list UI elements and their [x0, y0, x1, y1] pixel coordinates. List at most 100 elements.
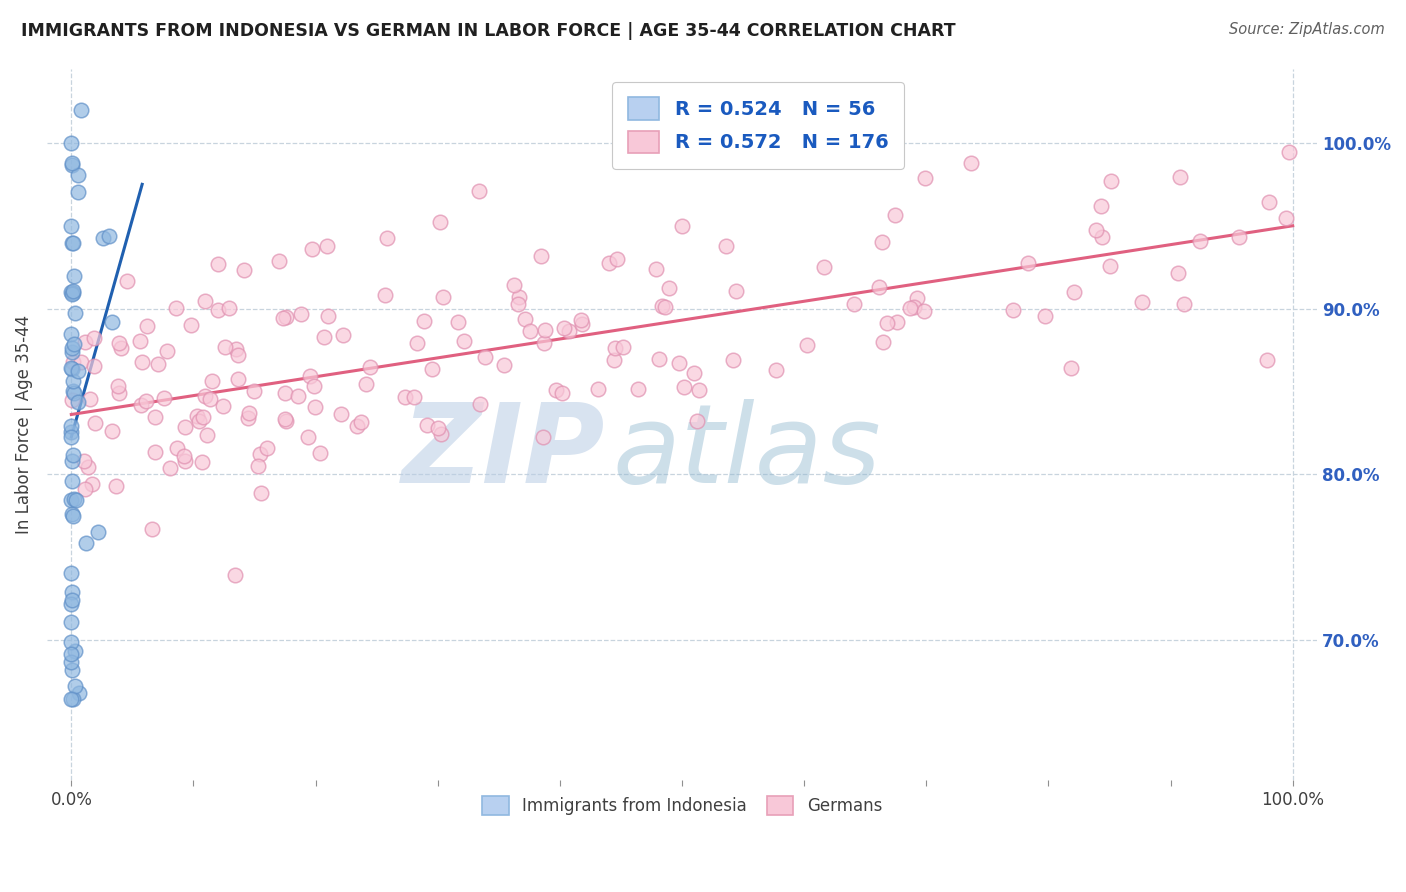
Point: [190, 455, 212, 469]
Point: [60, 647, 83, 661]
Point: [332, 328, 354, 343]
Point: [60, 585, 83, 599]
Point: [63, 386, 86, 401]
Point: [256, 441, 278, 455]
Point: [60, 615, 83, 629]
Point: [302, 378, 325, 392]
Point: [65, 306, 87, 320]
Point: [60, 425, 83, 440]
Point: [191, 410, 214, 425]
Point: [914, 170, 936, 185]
Point: [586, 382, 609, 396]
Point: [65, 492, 87, 507]
Point: [69, 103, 91, 117]
Point: [394, 390, 416, 404]
Point: [180, 318, 202, 332]
Point: [60, 566, 83, 581]
Point: [146, 358, 169, 372]
Point: [1188, 234, 1211, 248]
Point: [648, 351, 671, 366]
Point: [1060, 361, 1083, 376]
Point: [905, 291, 928, 305]
Point: [75, 536, 97, 550]
Point: [309, 446, 332, 460]
Point: [415, 418, 437, 433]
Point: [531, 429, 554, 443]
Point: [141, 522, 163, 536]
Point: [571, 318, 593, 332]
Point: [60, 430, 83, 444]
Point: [870, 235, 893, 250]
Point: [267, 254, 290, 268]
Point: [671, 219, 693, 234]
Point: [297, 430, 319, 444]
Point: [868, 280, 890, 294]
Point: [63, 644, 86, 658]
Point: [60, 361, 83, 376]
Point: [315, 239, 337, 253]
Point: [544, 383, 567, 397]
Point: [1033, 309, 1056, 323]
Point: [651, 299, 673, 313]
Point: [405, 336, 427, 351]
Point: [301, 242, 323, 256]
Point: [287, 389, 309, 403]
Point: [658, 280, 681, 294]
Point: [842, 297, 865, 311]
Point: [91, 231, 114, 245]
Point: [714, 239, 737, 253]
Point: [83, 417, 105, 431]
Point: [212, 399, 235, 413]
Point: [427, 420, 450, 434]
Legend: Immigrants from Indonesia, Germans: Immigrants from Indonesia, Germans: [472, 786, 891, 825]
Point: [156, 343, 179, 358]
Point: [117, 274, 139, 288]
Point: [558, 324, 581, 338]
Point: [198, 392, 221, 407]
Point: [62, 355, 84, 369]
Text: Source: ZipAtlas.com: Source: ZipAtlas.com: [1229, 22, 1385, 37]
Point: [432, 290, 454, 304]
Point: [1274, 211, 1296, 226]
Point: [66, 185, 89, 199]
Point: [75, 335, 97, 350]
Point: [226, 348, 249, 362]
Point: [468, 397, 491, 411]
Point: [187, 414, 209, 428]
Point: [508, 290, 530, 304]
Point: [612, 341, 634, 355]
Point: [60, 235, 83, 250]
Point: [60, 327, 83, 342]
Point: [225, 343, 247, 357]
Point: [276, 414, 298, 428]
Point: [73, 454, 96, 468]
Point: [354, 376, 377, 391]
Point: [101, 425, 124, 439]
Point: [60, 655, 83, 669]
Point: [605, 341, 627, 355]
Point: [430, 427, 453, 442]
Text: atlas: atlas: [612, 400, 880, 507]
Point: [474, 350, 496, 364]
Point: [884, 208, 907, 222]
Point: [226, 372, 249, 386]
Point: [249, 485, 271, 500]
Point: [1063, 285, 1085, 299]
Point: [233, 263, 256, 277]
Point: [62, 284, 84, 298]
Point: [627, 383, 650, 397]
Point: [87, 524, 110, 539]
Point: [197, 428, 219, 442]
Point: [359, 359, 381, 374]
Point: [134, 394, 156, 409]
Point: [63, 336, 86, 351]
Point: [274, 310, 297, 324]
Point: [98, 228, 121, 243]
Point: [571, 312, 593, 326]
Point: [796, 337, 818, 351]
Point: [412, 314, 434, 328]
Point: [668, 356, 690, 370]
Point: [606, 252, 628, 266]
Point: [207, 257, 229, 271]
Point: [247, 459, 270, 474]
